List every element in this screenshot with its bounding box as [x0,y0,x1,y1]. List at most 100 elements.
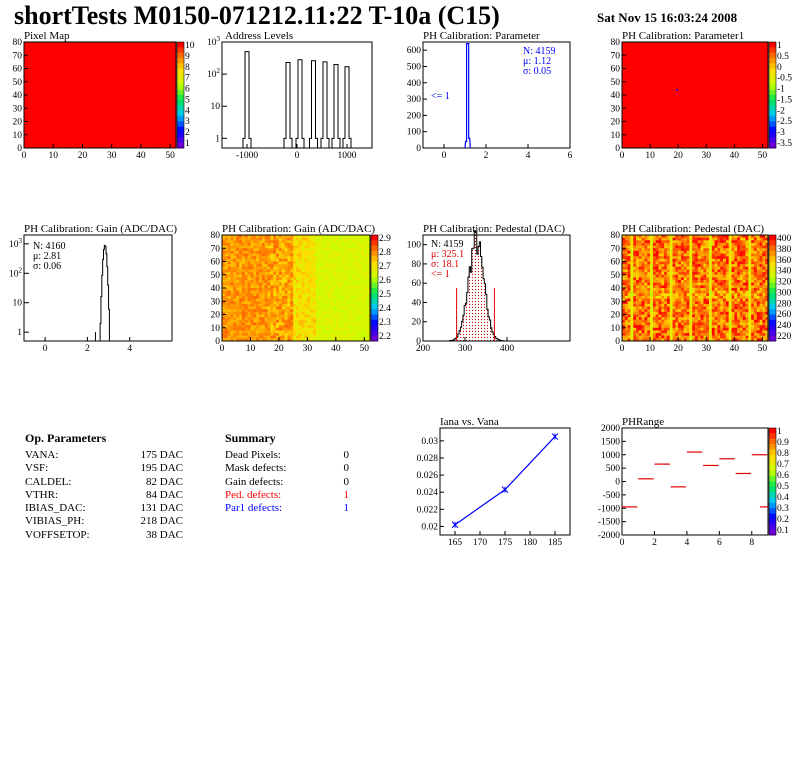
heat-cell [672,261,676,265]
heat-cell [630,333,634,337]
heat-cell [650,314,654,318]
heat-cell [627,338,631,342]
heat-cell [647,261,651,265]
heat-cell [731,288,735,292]
heat-cell [652,277,657,281]
heat-cell [250,293,254,297]
heat-cell [762,277,766,281]
heat-cell [666,311,671,315]
heat-cell [247,248,251,252]
heat-cell [711,338,716,342]
heat-cell [287,272,291,276]
heat-cell [247,280,251,284]
heat-cell [706,269,710,273]
heat-cell [241,306,246,310]
heat-cell [347,264,351,268]
heat-cell [641,290,645,294]
heat-cell [759,295,763,299]
heat-cell [678,235,682,239]
heat-cell [652,248,657,252]
heat-cell [697,288,702,292]
heat-cell [737,322,741,326]
heat-cell [247,256,251,260]
heat-cell [233,245,237,249]
heat-cell [669,266,673,270]
heat-cell [239,235,243,239]
heat-cell [666,240,671,244]
heat-cell [739,240,744,244]
heat-cell [230,327,234,331]
heat-cell [759,290,763,294]
heat-cell [298,242,303,246]
heat-cell [683,274,687,278]
heat-cell [658,295,662,299]
heat-cell [361,293,365,297]
heat-cell [706,282,710,286]
heat-cell [241,272,246,276]
heat-cell [686,277,690,281]
heat-cell [333,240,337,244]
heat-cell [765,245,769,249]
heat-cell [661,240,665,244]
heat-cell [686,235,690,239]
heat-cell [347,317,351,321]
heat-cell [751,274,755,278]
heat-cell [703,280,707,284]
heat-cell [641,235,645,239]
heat-cell [672,258,676,262]
heat-cell [630,290,634,294]
heat-cell [278,269,283,273]
heat-cell [330,325,334,329]
heat-cell [264,261,268,265]
heat-cell [230,314,234,318]
heat-cell [638,266,643,270]
heat-cell [624,306,629,310]
heat-cell [270,250,274,254]
heat-cell [224,269,229,273]
heat-cell [304,295,308,299]
heat-cell [324,309,328,313]
heat-cell [675,335,679,339]
heat-cell [661,235,665,239]
heat-cell [364,235,368,239]
heat-cell [253,327,257,331]
x-tick-label: 170 [473,538,488,548]
heat-cell [753,266,758,270]
heat-cell [230,269,234,273]
heat-cell [321,240,325,244]
heat-cell [678,250,682,254]
heat-cell [244,272,249,276]
heat-cell [287,237,291,241]
heat-cell [633,248,637,252]
heat-cell [759,266,763,270]
heat-cell [224,248,229,252]
heat-cell [725,338,730,342]
heat-cell [298,253,303,257]
heat-cell [259,272,263,276]
y-tick-label: 80 [611,38,621,48]
heat-cell [361,322,365,326]
heat-cell [344,301,348,305]
heat-cell [264,290,268,294]
heat-cell [264,235,268,239]
heat-cell [739,264,744,268]
heat-cell [287,319,291,323]
heat-cell [224,245,229,249]
heat-cell [264,258,268,262]
heat-cell [711,266,716,270]
heat-cell [675,322,679,326]
palette-cell [769,57,776,64]
heat-cell [256,335,260,339]
heat-cell [298,298,303,302]
heat-cell [233,327,237,331]
heat-cell [347,327,351,331]
heat-cell [695,261,699,265]
heat-cell [672,325,676,329]
heat-cell [742,277,746,281]
heat-cell [244,322,249,326]
heat-cell [725,319,730,323]
heat-cell [624,325,629,329]
heat-cell [310,282,314,286]
heat-cell [711,264,716,268]
heat-cell [276,325,280,329]
